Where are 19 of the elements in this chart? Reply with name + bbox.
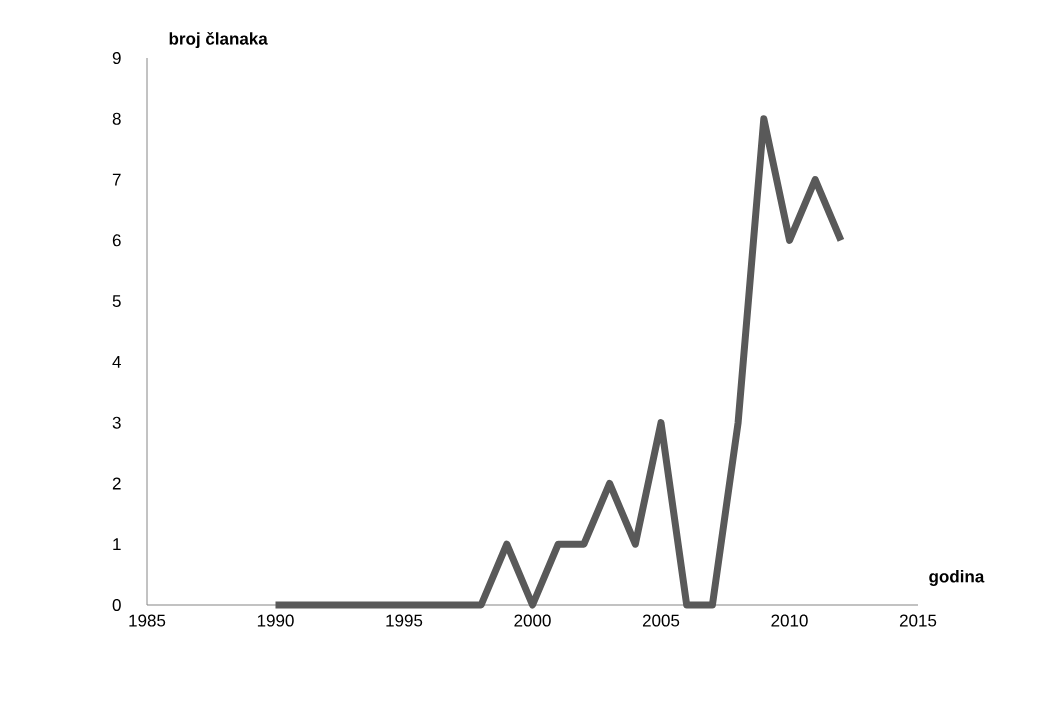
x-axis-title: godina bbox=[929, 570, 985, 586]
x-tick-label: 2000 bbox=[514, 614, 551, 627]
y-tick-label: 0 bbox=[112, 598, 121, 612]
x-tick-label: 2005 bbox=[642, 614, 680, 627]
x-tick-label: 1985 bbox=[129, 614, 166, 627]
y-tick-label: 8 bbox=[112, 112, 121, 125]
x-tick-label: 2010 bbox=[771, 614, 808, 627]
y-tick-label: 1 bbox=[113, 538, 121, 551]
y-tick-label: 6 bbox=[112, 234, 121, 247]
x-tick-label: 2015 bbox=[899, 614, 937, 627]
y-axis-title: broj članaka bbox=[169, 31, 268, 49]
x-tick-label: 1990 bbox=[257, 614, 294, 627]
y-tick-label: 3 bbox=[112, 416, 121, 429]
x-tick-label: 1995 bbox=[386, 614, 423, 627]
y-tick-label: 4 bbox=[112, 356, 121, 368]
y-tick-label: 5 bbox=[112, 295, 121, 308]
y-tick-label: 2 bbox=[112, 477, 121, 490]
y-tick-label: 9 bbox=[112, 51, 121, 65]
y-tick-label: 7 bbox=[112, 173, 121, 186]
